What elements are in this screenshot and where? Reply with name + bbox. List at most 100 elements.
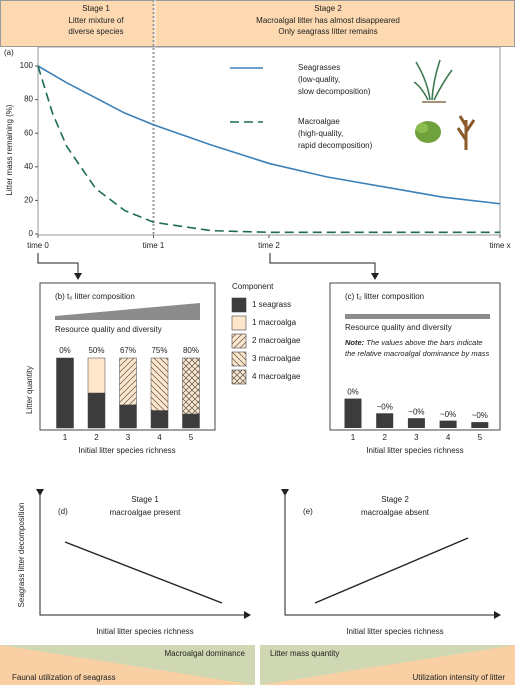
y-axis-label: Seagrass litter decomposition — [17, 503, 26, 608]
panel-title: (c) t₂ litter composition — [345, 292, 424, 301]
axes — [36, 489, 251, 619]
panel-subtitle: Resource quality and diversity — [55, 325, 162, 334]
x-tick-label: 1 — [351, 433, 356, 442]
stage-text: Macroalgal litter has almost disappeared… — [256, 16, 400, 36]
legend-label: 2 macroalgae — [252, 336, 301, 345]
trend-line — [64, 541, 223, 604]
bar-annotation: ~0% — [377, 402, 393, 411]
note: Note: The values above the bars indicate… — [345, 337, 495, 359]
stage-header — [0, 0, 515, 47]
legend-label: 1 seagrass — [252, 300, 291, 309]
x-tick-label: 2 — [94, 433, 99, 442]
gradient-wedge — [55, 303, 200, 320]
x-tick-label: 4 — [446, 433, 451, 442]
legend-label: 4 macroalgae — [252, 372, 301, 381]
x-tick-label: 3 — [126, 433, 131, 442]
seagrass-icon — [413, 59, 453, 103]
x-tick-label: 5 — [478, 433, 483, 442]
flat-quality-bar — [345, 314, 490, 319]
panel-frame — [329, 282, 501, 431]
bar — [407, 418, 425, 428]
y-tick-label: 0 — [29, 229, 34, 238]
panel-subtitle: Resource quality and diversity — [345, 323, 452, 332]
y-axis-label: Litter quantity — [25, 366, 34, 414]
panel-label: (d) — [58, 507, 68, 516]
bar-segment — [150, 357, 169, 411]
stage-text: Litter mixture of diverse species — [68, 16, 124, 36]
bar-annotation: 80% — [183, 346, 199, 355]
x-tick-label: time 1 — [143, 241, 165, 250]
y-tick-label: 60 — [24, 128, 33, 137]
bar-segment — [56, 357, 74, 429]
banner-wedge — [0, 645, 255, 685]
x-tick-label: time x — [489, 241, 510, 250]
banner-lower: Faunal utilization of seagrass — [12, 673, 116, 682]
green-alga — [416, 123, 428, 133]
panel-title: Stage 2 — [381, 495, 409, 504]
bar-segment — [150, 410, 169, 429]
x-axis-label: Initial litter species richness — [96, 627, 193, 636]
x-tick-label: 4 — [157, 433, 162, 442]
note-text: The values above the bars indicate the r… — [345, 338, 490, 358]
bar — [439, 420, 457, 428]
panel-frame — [39, 282, 216, 431]
bar-segment — [119, 404, 137, 429]
bar — [376, 413, 394, 428]
banner-wedge — [260, 645, 515, 685]
legend-swatch — [231, 351, 247, 367]
brown-alga — [456, 115, 476, 150]
bar-segment — [87, 392, 106, 429]
x-tick-label: time 2 — [258, 241, 280, 250]
bar-annotation: 67% — [120, 346, 136, 355]
bar-annotation: 0% — [59, 346, 71, 355]
x-axis-label: Initial litter species richness — [366, 446, 463, 455]
legend-label: Seagrasses (low-quality, slow decompositio… — [298, 63, 371, 96]
note-box: Note: The values above the bars indicate… — [345, 337, 495, 359]
x-axis-label: Initial litter species richness — [78, 446, 175, 455]
y-tick-label: 100 — [20, 61, 34, 70]
macroalgae-icon — [415, 115, 476, 150]
x-tick-label: 3 — [414, 433, 419, 442]
leaf — [415, 61, 431, 101]
leaf — [413, 81, 429, 101]
bar-segment — [182, 357, 200, 415]
banner-upper: Macroalgal dominance — [165, 649, 246, 658]
legend-label: 1 macroalga — [252, 318, 297, 327]
panel-title: Stage 1 — [131, 495, 159, 504]
y-tick-label: 40 — [24, 162, 33, 171]
panel-label: (a) — [4, 48, 14, 57]
bar-annotation: 0% — [347, 388, 359, 397]
panel-label: (e) — [303, 507, 313, 516]
connector-arrow — [37, 253, 82, 280]
leaf — [433, 69, 453, 101]
x-tick-label: time 0 — [27, 241, 49, 250]
bar — [344, 398, 362, 428]
legend-swatch — [231, 315, 247, 331]
bar-annotation: ~0% — [472, 411, 488, 420]
y-tick-label: 80 — [24, 95, 33, 104]
panel-subtitle: macroalgae present — [110, 508, 181, 517]
bar-segment — [87, 357, 106, 394]
legend-swatch — [231, 333, 247, 349]
axes — [281, 489, 501, 619]
bar — [471, 422, 489, 428]
bar-segment — [182, 413, 200, 429]
leaf — [431, 59, 441, 101]
x-tick-label: 1 — [63, 433, 68, 442]
panel-subtitle: macroalgae absent — [361, 508, 430, 517]
bar-annotation: ~0% — [408, 407, 424, 416]
series-line — [37, 65, 501, 205]
stage-title: Stage 1 — [82, 4, 110, 13]
legend-swatch — [231, 297, 247, 313]
y-tick-label: 20 — [24, 196, 33, 205]
stage-title: Stage 2 — [314, 4, 342, 13]
x-tick-label: 2 — [382, 433, 387, 442]
trend-line — [314, 537, 469, 604]
x-tick-label: 5 — [189, 433, 194, 442]
bar-annotation: 75% — [151, 346, 167, 355]
y-axis-label: Litter mass remaining (%) — [5, 104, 14, 195]
series-line — [37, 65, 500, 234]
connector-arrow — [269, 253, 379, 280]
